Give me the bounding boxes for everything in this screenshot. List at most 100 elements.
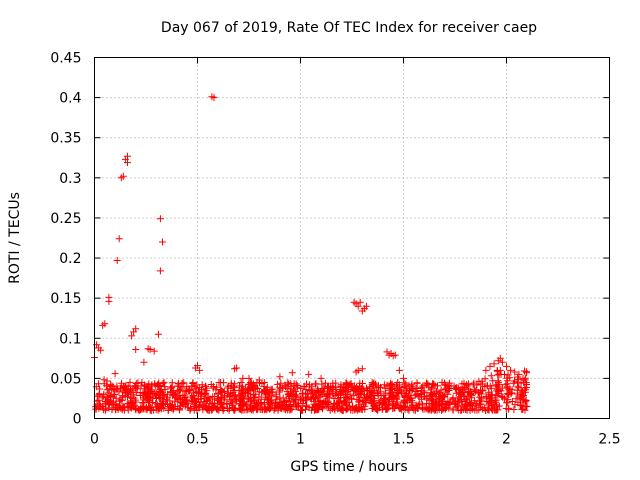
data-point bbox=[519, 374, 527, 382]
data-point bbox=[147, 407, 155, 414]
x-tick-label: 0.5 bbox=[186, 432, 208, 448]
data-point bbox=[487, 384, 495, 392]
data-point bbox=[496, 366, 504, 374]
data-point bbox=[478, 394, 485, 402]
data-point bbox=[517, 401, 525, 409]
data-point bbox=[457, 393, 465, 401]
plot-frame bbox=[94, 57, 610, 419]
data-point bbox=[212, 386, 220, 394]
data-point bbox=[356, 393, 364, 401]
data-point bbox=[159, 380, 167, 388]
data-point bbox=[490, 360, 498, 368]
data-point bbox=[511, 377, 518, 385]
data-point bbox=[470, 397, 478, 405]
data-point bbox=[487, 372, 495, 380]
data-point bbox=[214, 395, 222, 403]
data-point bbox=[479, 405, 487, 413]
data-point bbox=[493, 403, 501, 411]
data-point bbox=[113, 382, 121, 390]
y-tick-label: 0.15 bbox=[50, 291, 81, 307]
data-point bbox=[105, 293, 113, 301]
data-point bbox=[255, 393, 263, 401]
data-point bbox=[523, 369, 531, 377]
data-point bbox=[272, 390, 280, 398]
data-point bbox=[452, 404, 460, 412]
data-point bbox=[503, 362, 510, 370]
data-point bbox=[463, 406, 471, 414]
data-point bbox=[303, 393, 311, 401]
data-point bbox=[148, 386, 156, 394]
data-point bbox=[251, 402, 259, 410]
data-point bbox=[244, 395, 252, 403]
data-point bbox=[322, 399, 330, 407]
data-point bbox=[499, 393, 507, 401]
data-point bbox=[161, 385, 169, 393]
data-point bbox=[305, 370, 313, 378]
data-point bbox=[354, 302, 362, 310]
data-point bbox=[226, 393, 234, 401]
data-point bbox=[229, 401, 237, 409]
data-point bbox=[102, 382, 110, 390]
data-point bbox=[498, 358, 506, 366]
data-point bbox=[281, 398, 289, 406]
data-point bbox=[368, 379, 376, 387]
data-point bbox=[479, 380, 487, 388]
data-point bbox=[368, 389, 376, 397]
data-point bbox=[191, 394, 199, 402]
data-point bbox=[477, 400, 485, 408]
data-point bbox=[367, 394, 375, 402]
data-point bbox=[414, 405, 422, 412]
data-point bbox=[189, 379, 197, 387]
data-point bbox=[482, 393, 490, 401]
data-point bbox=[159, 238, 166, 246]
data-point bbox=[286, 405, 294, 413]
data-point bbox=[391, 383, 399, 391]
data-point bbox=[352, 385, 360, 393]
data-point bbox=[439, 392, 447, 399]
data-point bbox=[115, 235, 123, 243]
data-point bbox=[298, 390, 306, 397]
data-point bbox=[397, 404, 405, 412]
data-point bbox=[253, 406, 261, 414]
data-point bbox=[511, 368, 519, 376]
data-point bbox=[267, 386, 275, 394]
data-point bbox=[146, 346, 154, 353]
data-point bbox=[392, 400, 400, 408]
data-point bbox=[210, 399, 218, 407]
data-point bbox=[513, 390, 521, 398]
y-axis-label: ROTI / TECUs bbox=[7, 192, 23, 284]
data-point bbox=[223, 400, 231, 407]
data-point bbox=[376, 387, 384, 395]
data-point bbox=[517, 389, 525, 397]
data-point bbox=[410, 406, 418, 414]
data-point bbox=[283, 384, 291, 392]
data-point bbox=[412, 388, 420, 395]
data-point bbox=[479, 386, 487, 394]
data-point bbox=[100, 390, 108, 398]
data-point bbox=[92, 383, 100, 391]
data-point bbox=[519, 405, 527, 413]
data-point bbox=[455, 397, 463, 405]
data-point bbox=[202, 389, 210, 397]
data-point bbox=[391, 351, 399, 359]
data-point bbox=[186, 386, 194, 394]
data-point bbox=[104, 401, 112, 409]
data-point bbox=[119, 403, 127, 411]
data-point bbox=[230, 383, 237, 391]
data-point bbox=[140, 394, 148, 402]
data-point bbox=[369, 405, 377, 412]
data-point bbox=[313, 387, 321, 394]
data-point bbox=[140, 358, 148, 366]
data-point bbox=[143, 406, 151, 413]
data-point bbox=[484, 382, 491, 390]
data-point bbox=[156, 215, 164, 223]
data-point bbox=[231, 406, 239, 414]
data-point bbox=[224, 382, 232, 390]
data-point bbox=[359, 380, 366, 387]
data-point bbox=[432, 387, 440, 395]
data-point bbox=[92, 405, 100, 413]
data-point bbox=[384, 405, 392, 413]
y-tick-labels: 0 0.05 0.1 0.15 0.2 0.25 0.3 0.35 0.4 0.45 bbox=[50, 51, 81, 428]
data-point bbox=[173, 388, 181, 396]
data-point bbox=[132, 405, 140, 413]
